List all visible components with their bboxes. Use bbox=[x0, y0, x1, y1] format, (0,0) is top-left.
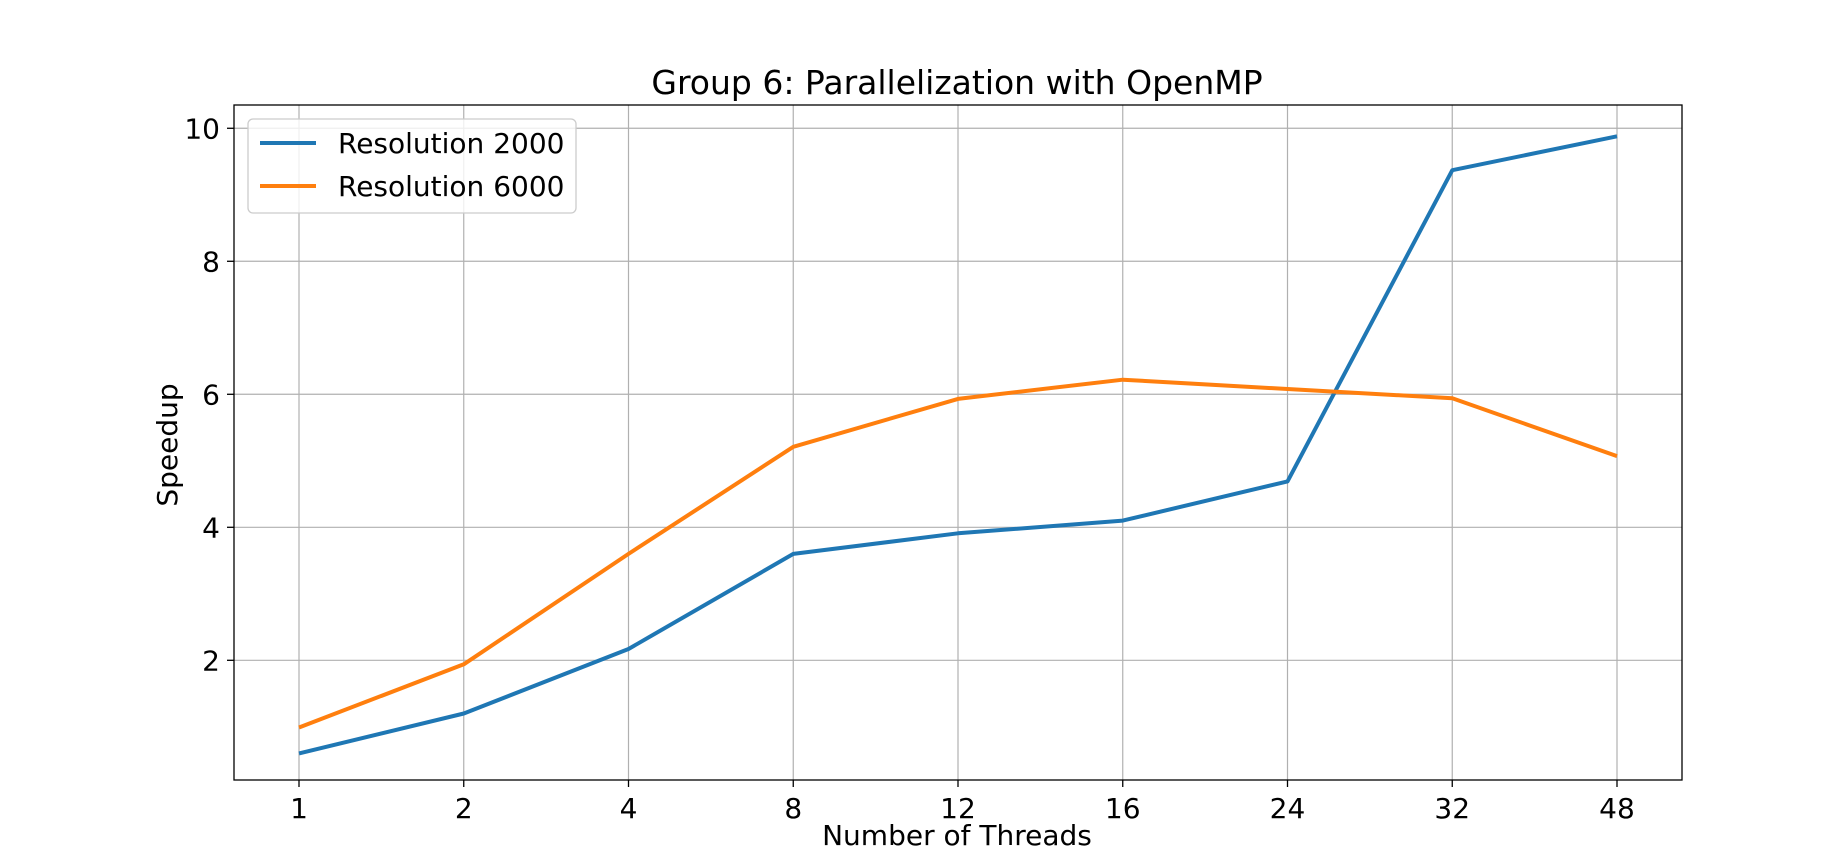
chart-title: Group 6: Parallelization with OpenMP bbox=[651, 63, 1262, 102]
series-line-resolution-6000 bbox=[298, 377, 1618, 730]
x-axis-ticks: 1 2 4 8 12 16 24 32 48 bbox=[290, 780, 1635, 825]
x-tick-label: 32 bbox=[1434, 792, 1470, 825]
legend-box bbox=[247, 118, 577, 214]
x-tick-label: 2 bbox=[455, 792, 473, 825]
y-tick-label: 10 bbox=[184, 112, 220, 145]
series-lines bbox=[298, 134, 1618, 756]
legend-label-resolution-6000: Resolution 6000 bbox=[338, 170, 564, 203]
x-tick-label: 12 bbox=[940, 792, 976, 825]
series-line-resolution-2000 bbox=[298, 134, 1618, 756]
y-axis-label: Speedup bbox=[151, 383, 184, 506]
y-tick-label: 4 bbox=[202, 511, 220, 544]
x-tick-label: 48 bbox=[1599, 792, 1635, 825]
y-tick-label: 6 bbox=[202, 378, 220, 411]
x-tick-label: 4 bbox=[620, 792, 638, 825]
x-tick-label: 1 bbox=[290, 792, 308, 825]
y-tick-label: 2 bbox=[202, 644, 220, 677]
y-tick-label: 8 bbox=[202, 245, 220, 278]
grid bbox=[234, 105, 1682, 780]
x-tick-label: 8 bbox=[784, 792, 802, 825]
x-tick-label: 16 bbox=[1105, 792, 1141, 825]
legend: Resolution 2000 Resolution 6000 bbox=[247, 118, 577, 214]
x-axis-label: Number of Threads bbox=[822, 819, 1092, 852]
x-tick-label: 24 bbox=[1270, 792, 1306, 825]
y-axis-ticks: 2 4 6 8 10 bbox=[184, 112, 234, 677]
legend-label-resolution-2000: Resolution 2000 bbox=[338, 127, 564, 160]
